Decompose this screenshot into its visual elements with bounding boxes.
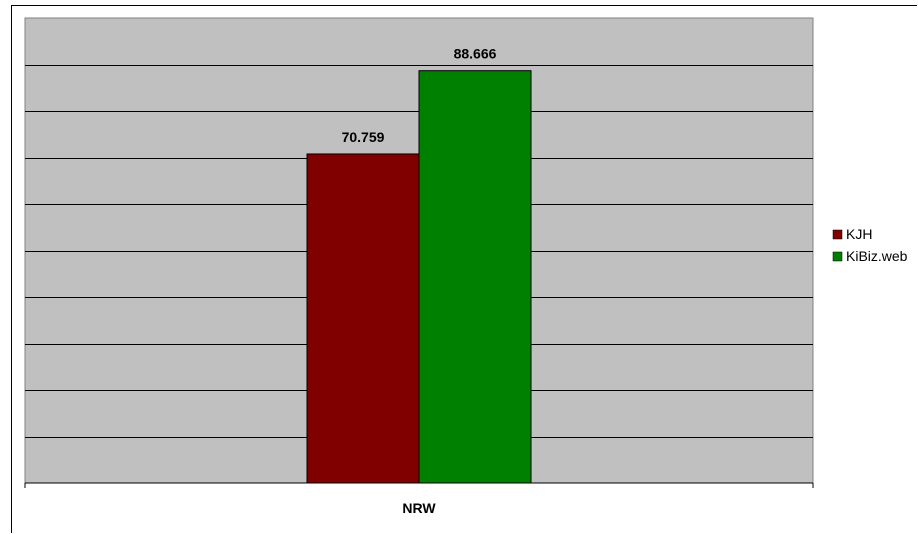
legend-swatch (832, 229, 843, 240)
x-axis-ticks: NRW (24, 483, 814, 516)
data-label: 88.666 (454, 46, 497, 62)
chart-frame (11, 5, 917, 533)
data-labels: 70.759 88.666 (342, 46, 497, 145)
legend-label: KJH (846, 226, 872, 242)
legend: KJH KiBiz.web (832, 226, 908, 264)
bar-kibiz-web (418, 70, 532, 484)
data-label: 70.759 (342, 129, 385, 145)
category-label: NRW (402, 500, 436, 516)
legend-swatch (832, 251, 843, 262)
bars (306, 70, 532, 484)
legend-label: KiBiz.web (846, 248, 908, 264)
bar-kjh (306, 153, 420, 484)
